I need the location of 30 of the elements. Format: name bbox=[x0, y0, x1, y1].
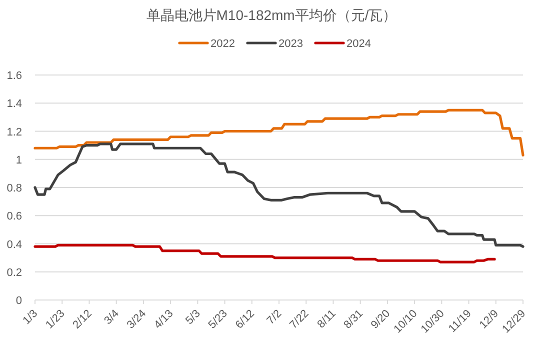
y-tick-label: 0.6 bbox=[6, 210, 22, 223]
y-tick-label: 1.2 bbox=[6, 126, 22, 138]
x-tick-label: 12/9 bbox=[477, 308, 502, 332]
y-tick-label: 0.8 bbox=[6, 182, 22, 194]
x-tick-label: 5/3 bbox=[183, 308, 203, 327]
legend-label: 2023 bbox=[278, 38, 303, 50]
y-tick-label: 0 bbox=[16, 295, 22, 307]
y-tick-label: 1.4 bbox=[6, 98, 22, 110]
line-series bbox=[34, 108, 524, 156]
x-tick-label: 5/23 bbox=[206, 308, 230, 332]
legend-label: 2022 bbox=[210, 38, 235, 50]
x-tick-label: 1/23 bbox=[44, 308, 68, 332]
line-series bbox=[34, 244, 496, 264]
y-tick-label: 0.2 bbox=[6, 266, 22, 279]
x-tick-label: 4/13 bbox=[152, 308, 176, 332]
x-tick-label: 3/4 bbox=[102, 308, 122, 327]
x-tick-label: 8/11 bbox=[315, 308, 338, 331]
legend-label: 2024 bbox=[346, 38, 371, 50]
y-tick-label: 0.4 bbox=[6, 238, 22, 251]
x-tick-label: 1/3 bbox=[20, 308, 40, 327]
y-tick-label: 1 bbox=[16, 154, 22, 166]
x-tick-label: 9/20 bbox=[368, 308, 393, 332]
line-series bbox=[34, 142, 524, 248]
chart-title: 单晶电池片M10-182mm平均价（元/瓦） bbox=[146, 7, 397, 23]
x-tick-label: 3/24 bbox=[124, 308, 149, 332]
x-tick-label: 8/31 bbox=[342, 308, 366, 332]
x-tick-label: 7/22 bbox=[288, 308, 312, 332]
x-tick-label: 6/12 bbox=[233, 308, 258, 332]
y-tick-label: 1.6 bbox=[6, 70, 22, 82]
x-tick-label: 7/2 bbox=[264, 308, 284, 327]
